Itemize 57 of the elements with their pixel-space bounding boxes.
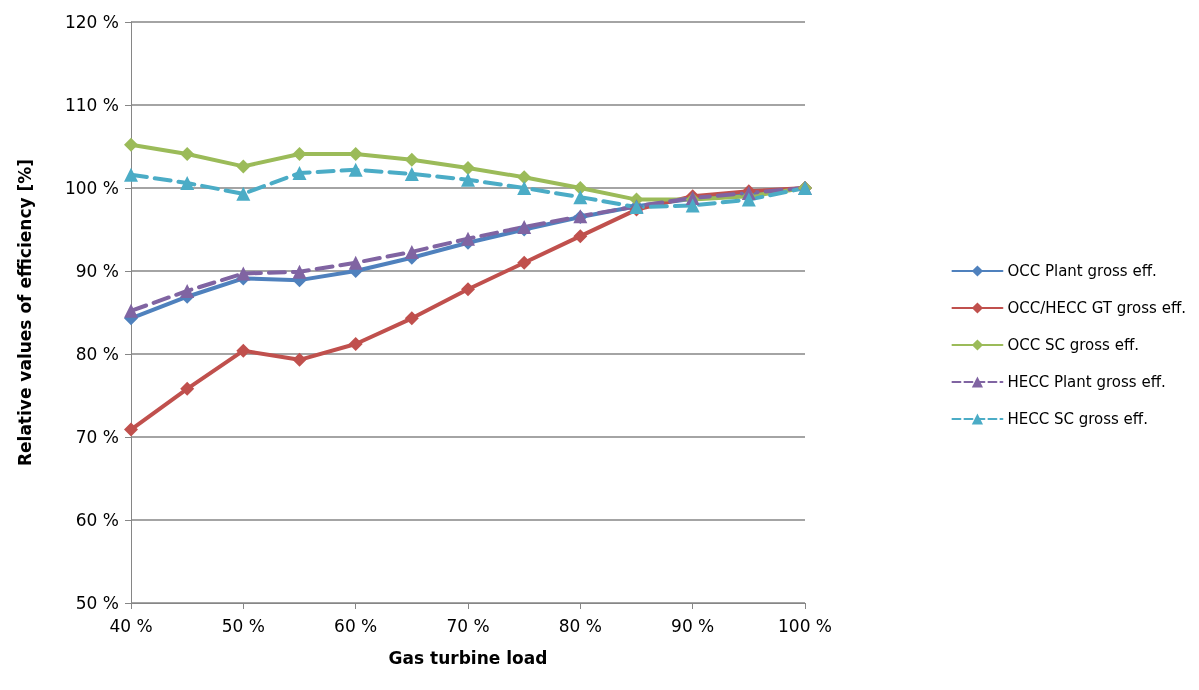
point xyxy=(180,283,195,298)
point xyxy=(404,311,419,326)
point xyxy=(517,255,532,270)
x-tick-label: 40 % xyxy=(109,615,153,636)
y-tick-label: 70 % xyxy=(75,427,119,447)
x-tick-label: 80 % xyxy=(558,615,602,636)
point xyxy=(124,167,138,182)
x-tick-label: 100 % xyxy=(777,615,833,636)
legend-label: OCC SC gross eff. xyxy=(1007,336,1139,354)
point xyxy=(573,181,588,195)
point xyxy=(236,186,251,201)
y-tick-label: 110 % xyxy=(64,95,119,115)
point xyxy=(124,137,138,152)
point xyxy=(573,229,588,244)
point xyxy=(461,161,475,176)
point xyxy=(348,255,363,270)
point xyxy=(517,181,532,195)
y-tick-label: 60 % xyxy=(75,510,119,530)
point xyxy=(236,266,251,281)
point xyxy=(180,381,195,396)
point xyxy=(348,337,363,352)
point xyxy=(124,422,138,437)
point xyxy=(685,198,700,213)
x-tick-label: 90 % xyxy=(671,615,715,636)
x-tick-label: 60 % xyxy=(334,615,378,636)
point xyxy=(180,146,195,161)
y-axis-title: Relative values of efficiency [%] xyxy=(14,158,35,467)
x-tick-label: 70 % xyxy=(446,615,490,636)
point xyxy=(292,146,307,161)
y-tick-label: 50 % xyxy=(75,593,119,613)
point xyxy=(292,264,307,279)
point xyxy=(404,244,419,259)
x-tick-label: 50 % xyxy=(221,615,265,636)
y-tick-label: 100 % xyxy=(64,178,119,198)
y-tick-label: 80 % xyxy=(75,344,119,364)
point xyxy=(292,166,307,181)
legend-label: OCC Plant gross eff. xyxy=(1007,262,1157,280)
legend-label: HECC SC gross eff. xyxy=(1007,410,1148,428)
point xyxy=(461,172,475,187)
legend-label: HECC Plant gross eff. xyxy=(1007,373,1166,391)
point xyxy=(461,231,475,246)
point xyxy=(348,162,363,177)
x-axis-title: Gas turbine load xyxy=(388,647,548,668)
point xyxy=(573,190,588,205)
point xyxy=(180,176,195,191)
point xyxy=(292,352,307,367)
point xyxy=(404,166,419,181)
y-tick-label: 120 % xyxy=(64,12,119,32)
point xyxy=(236,159,251,174)
point xyxy=(517,170,532,185)
legend-label: OCC/HECC GT gross eff. xyxy=(1007,299,1187,317)
point xyxy=(404,152,419,167)
point xyxy=(236,343,251,358)
y-tick-label: 90 % xyxy=(75,261,119,281)
point xyxy=(461,282,475,297)
point xyxy=(124,303,138,318)
point xyxy=(348,146,363,161)
